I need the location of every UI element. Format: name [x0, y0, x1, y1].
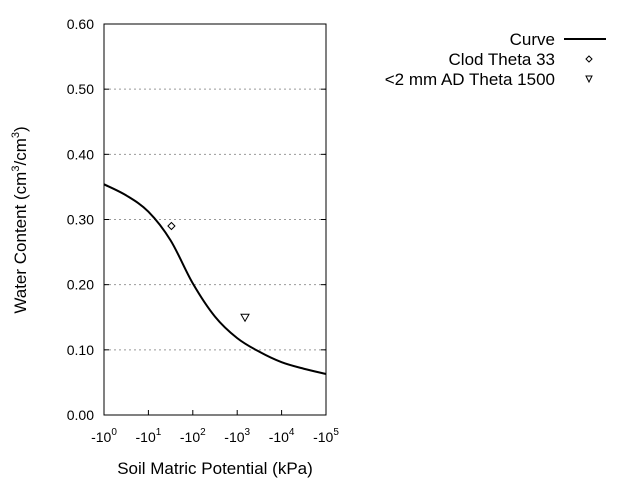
x-tick-label: -100 — [91, 427, 117, 445]
legend-label-curve: Curve — [510, 30, 555, 49]
ticks: 0.00 0.10 0.20 0.30 0.40 0.50 0.60 -100 -101 -102… — [67, 16, 340, 445]
x-tick-label: -102 — [180, 427, 206, 445]
x-tick-label: -101 — [136, 427, 162, 445]
legend-diamond-marker — [585, 55, 593, 63]
y-tick-label: 0.50 — [67, 81, 94, 97]
curve-layer — [103, 183, 327, 375]
y-tick-label: 0.60 — [67, 16, 94, 32]
grid — [104, 88, 326, 351]
x-tick-label: -105 — [313, 427, 339, 445]
triangle-down-marker — [240, 313, 250, 323]
y-tick-label: 0.10 — [67, 342, 94, 358]
legend-triangle-marker — [585, 75, 593, 84]
legend-label-clod: Clod Theta 33 — [449, 50, 555, 69]
legend: Curve Clod Theta 33 <2 mm AD Theta 1500 — [385, 30, 606, 89]
diamond-marker — [167, 221, 176, 231]
x-tick-label: -104 — [269, 427, 295, 445]
y-axis-label: Water Content (cm3/cm3) — [10, 126, 30, 313]
curve-line — [103, 183, 327, 375]
y-tick-label: 0.40 — [67, 146, 94, 162]
legend-label-ad: <2 mm AD Theta 1500 — [385, 70, 555, 89]
y-tick-label: 0.30 — [67, 212, 94, 228]
x-axis-label: Soil Matric Potential (kPa) — [117, 459, 313, 478]
markers — [167, 221, 250, 323]
y-tick-label: 0.20 — [67, 277, 94, 293]
x-tick-label: -103 — [224, 427, 250, 445]
y-tick-label: 0.00 — [67, 407, 94, 423]
